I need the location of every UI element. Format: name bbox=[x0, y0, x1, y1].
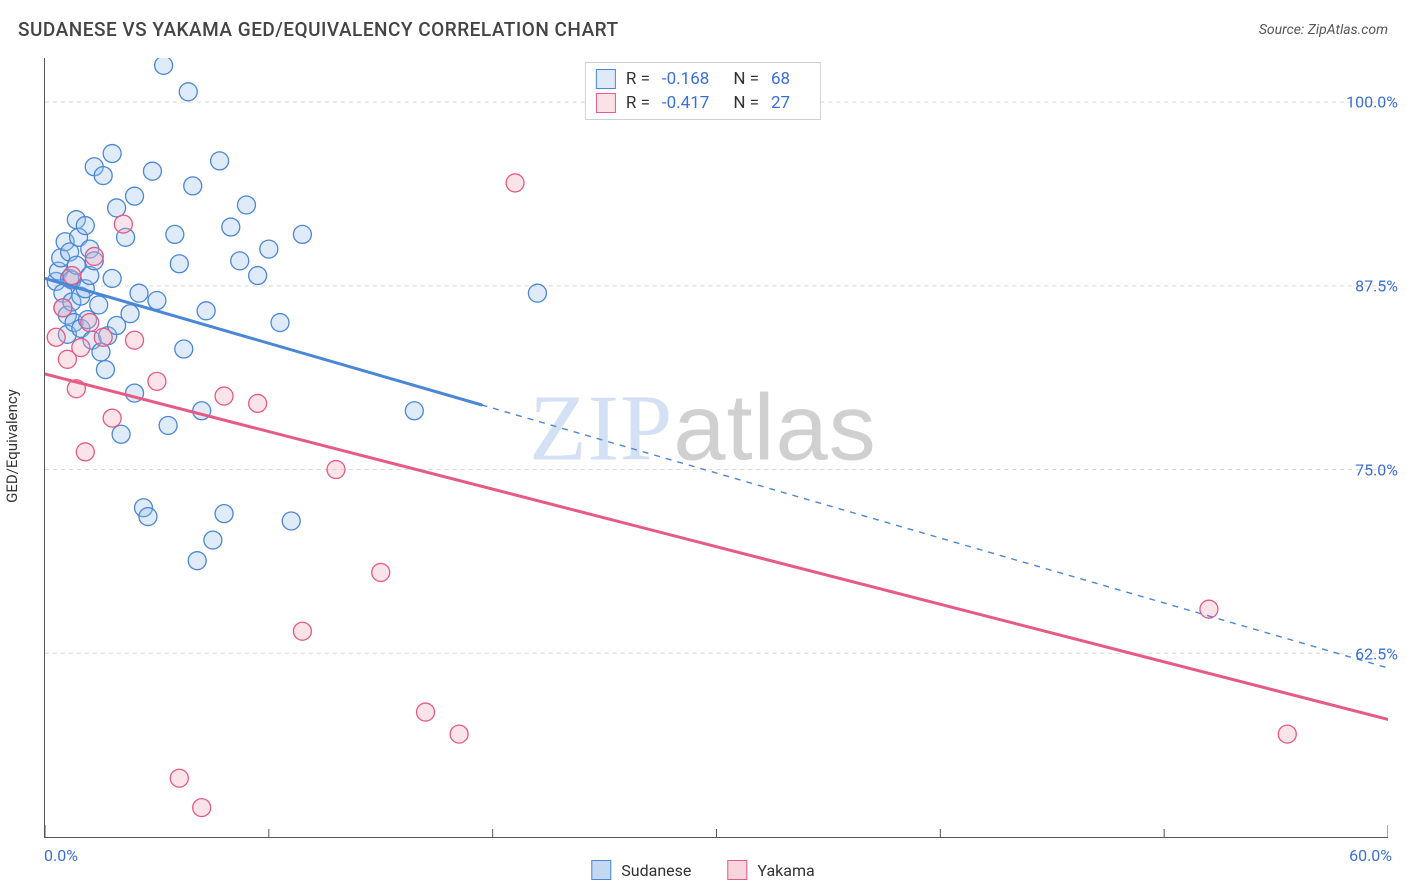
legend-corr-row: R = -0.417 N = 27 bbox=[596, 91, 804, 115]
legend-series-item: Sudanese bbox=[591, 860, 691, 880]
legend-swatch bbox=[727, 860, 747, 880]
x-tick-max: 60.0% bbox=[1349, 846, 1392, 865]
chart-area bbox=[44, 58, 1388, 838]
legend-swatch bbox=[596, 93, 616, 113]
legend-correlation: R = -0.168 N = 68 R = -0.417 N = 27 bbox=[585, 62, 821, 120]
legend-r-value: -0.168 bbox=[662, 69, 709, 89]
legend-series-item: Yakama bbox=[727, 860, 814, 880]
chart-title: SUDANESE VS YAKAMA GED/EQUIVALENCY CORRE… bbox=[18, 18, 619, 41]
legend-series-label: Sudanese bbox=[621, 861, 691, 880]
legend-n-label: N = bbox=[733, 69, 759, 89]
legend-n-value: 27 bbox=[771, 93, 790, 113]
legend-series: Sudanese Yakama bbox=[591, 860, 814, 880]
legend-swatch bbox=[591, 860, 611, 880]
scatter-plot-svg bbox=[45, 58, 1388, 837]
legend-r-label: R = bbox=[626, 69, 650, 89]
legend-series-label: Yakama bbox=[757, 861, 814, 880]
legend-swatch bbox=[596, 69, 616, 89]
y-axis-label: GED/Equivalency bbox=[3, 389, 21, 503]
y-tick-label: 62.5% bbox=[1355, 645, 1398, 664]
legend-r-value: -0.417 bbox=[662, 93, 709, 113]
legend-r-label: R = bbox=[626, 93, 650, 113]
source-label: Source: ZipAtlas.com bbox=[1259, 22, 1388, 38]
y-tick-label: 87.5% bbox=[1355, 277, 1398, 296]
legend-n-label: N = bbox=[733, 93, 759, 113]
legend-corr-row: R = -0.168 N = 68 bbox=[596, 67, 804, 91]
y-tick-label: 100.0% bbox=[1346, 93, 1398, 112]
y-tick-label: 75.0% bbox=[1355, 461, 1398, 480]
x-tick-min: 0.0% bbox=[44, 846, 78, 865]
legend-n-value: 68 bbox=[771, 69, 790, 89]
